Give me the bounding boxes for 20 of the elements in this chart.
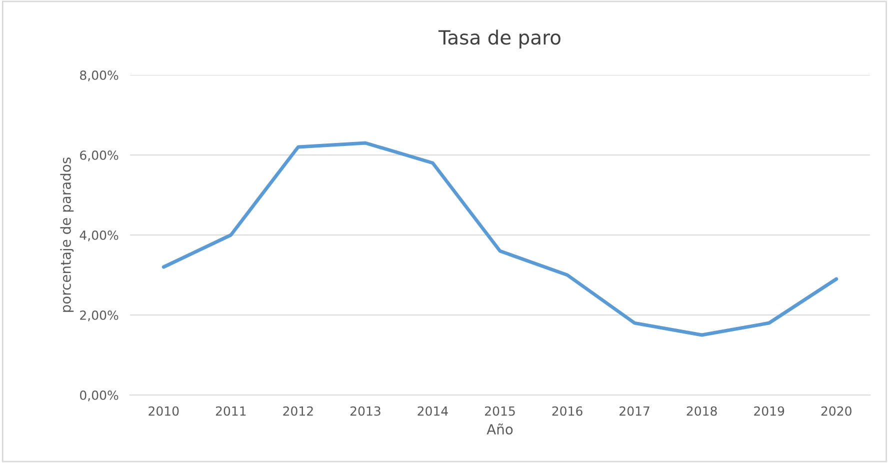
x-tick-label: 2018	[686, 406, 717, 416]
y-tick-label: 8,00%	[80, 70, 118, 82]
y-tick-label: 6,00%	[80, 150, 118, 162]
y-tick-label: 2,00%	[80, 310, 118, 322]
line-series	[162, 141, 838, 337]
x-axis-title: Año	[486, 424, 513, 435]
x-tick-label: 2019	[754, 406, 784, 416]
x-tick-label: 2011	[216, 406, 246, 416]
y-axis-title: porcentaje de parados	[60, 158, 74, 312]
x-tick-label: 2012	[283, 406, 313, 416]
x-tick-label: 2020	[821, 406, 852, 416]
x-tick-label: 2013	[350, 406, 380, 416]
y-tick-label: 0,00%	[80, 390, 118, 402]
x-tick-label: 2010	[148, 406, 179, 416]
x-tick-label: 2015	[485, 406, 515, 416]
y-tick-label: 4,00%	[80, 230, 118, 242]
chart-title: Tasa de paro	[438, 30, 560, 48]
x-tick-label: 2017	[620, 406, 650, 416]
x-tick-label: 2014	[418, 406, 448, 416]
x-tick-label: 2016	[552, 406, 582, 416]
